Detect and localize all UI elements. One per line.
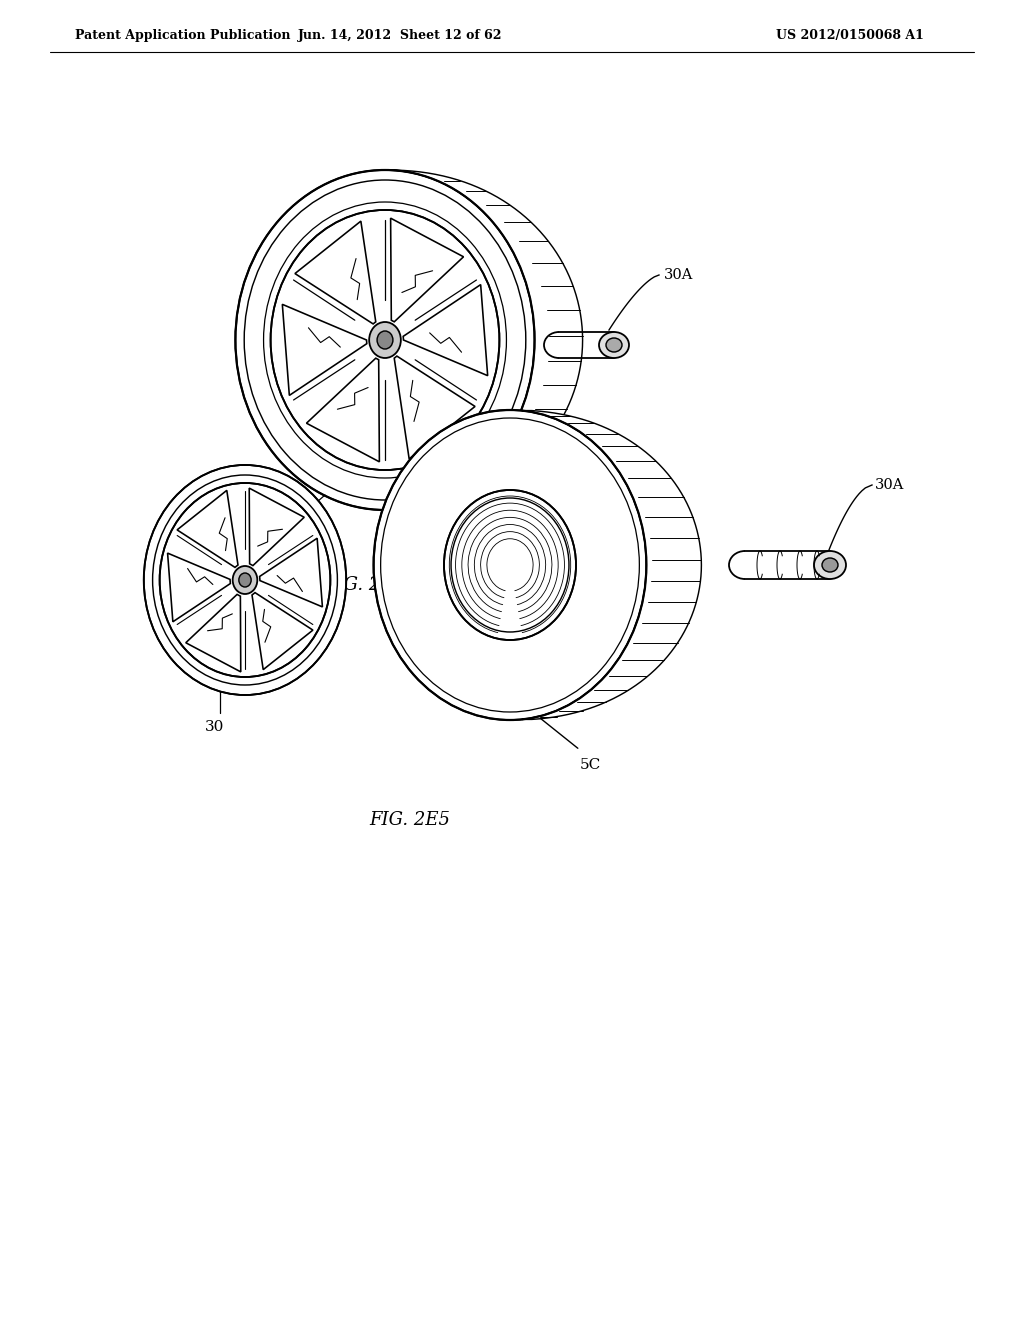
Ellipse shape [606,338,622,352]
Polygon shape [390,218,464,322]
Ellipse shape [160,483,331,677]
Text: Jun. 14, 2012  Sheet 12 of 62: Jun. 14, 2012 Sheet 12 of 62 [298,29,502,41]
Polygon shape [168,553,230,622]
Polygon shape [394,356,475,459]
Ellipse shape [377,331,393,348]
Polygon shape [306,358,379,462]
Text: 30: 30 [265,533,285,546]
Text: 30: 30 [206,719,224,734]
Polygon shape [185,594,241,672]
Polygon shape [390,170,583,510]
Text: 30A: 30A [874,478,904,492]
Polygon shape [295,222,376,323]
Ellipse shape [143,465,346,696]
Ellipse shape [370,322,400,358]
Ellipse shape [599,333,629,358]
Ellipse shape [270,210,500,470]
Polygon shape [249,488,304,565]
Polygon shape [177,490,238,568]
Text: 5C: 5C [580,758,601,772]
Polygon shape [403,285,487,376]
Text: FIG. 2E4: FIG. 2E4 [325,576,406,594]
Text: FIG. 2E5: FIG. 2E5 [370,810,451,829]
Polygon shape [283,305,367,396]
Polygon shape [252,593,313,669]
Polygon shape [522,411,701,719]
Text: Patent Application Publication: Patent Application Publication [75,29,291,41]
Text: US 2012/0150068 A1: US 2012/0150068 A1 [776,29,924,41]
Ellipse shape [374,411,646,719]
Ellipse shape [239,573,251,587]
Ellipse shape [444,490,575,640]
Ellipse shape [822,558,838,572]
Ellipse shape [232,566,257,594]
Ellipse shape [236,170,535,510]
Text: 30A: 30A [664,268,693,282]
Polygon shape [260,539,323,607]
Ellipse shape [814,550,846,579]
Text: 5C: 5C [464,533,485,546]
